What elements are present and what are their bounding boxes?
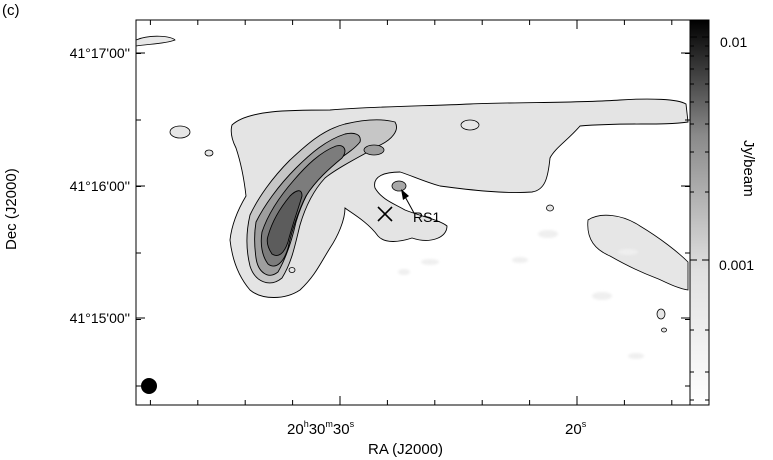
emission-blob: [288, 267, 296, 273]
panel-label: (c): [2, 2, 20, 19]
axis-ticks: [136, 20, 690, 405]
emission-blob: [460, 119, 480, 131]
y-axis-label: Dec (J2000): [3, 168, 20, 250]
emission-wisp-topleft: [136, 35, 176, 47]
colorbar-label: Jy/beam: [740, 140, 757, 197]
cross-marker: [377, 206, 393, 222]
colorbar-gradient: [689, 19, 710, 406]
y-tick-label: 41°15'00'': [70, 310, 130, 326]
beam-ellipse: [141, 378, 157, 394]
emission-blob: [546, 204, 554, 212]
emission-blob: [204, 149, 214, 157]
emission-blob: [656, 308, 666, 320]
contour-level-5: [266, 190, 303, 256]
x-tick-label: 20s: [565, 419, 587, 438]
emission-blob: [661, 327, 667, 333]
colorbar-tick-label: 0.01: [720, 34, 747, 50]
emission-blob: [363, 144, 385, 156]
colorbar-ticks: [690, 36, 709, 401]
x-axis-label: RA (J2000): [368, 441, 443, 458]
emission-blob-rs1: [391, 180, 407, 192]
rs1-annotation: RS1: [401, 189, 440, 225]
y-tick-label: 41°17'00'': [70, 45, 130, 61]
emission-map: [136, 20, 690, 405]
x-tick-label: 20h30m30s: [287, 419, 355, 438]
colorbar: 0.01 0.001 Jy/beam: [689, 19, 757, 406]
emission-right: [587, 214, 689, 291]
emission-blob: [169, 125, 191, 139]
rs1-arrowhead: [401, 189, 409, 200]
colorbar-tick-label: 0.001: [719, 257, 754, 273]
faint-noise: [398, 230, 644, 359]
y-tick-label: 41°16'00'': [70, 178, 130, 194]
rs1-label: RS1: [413, 209, 440, 225]
